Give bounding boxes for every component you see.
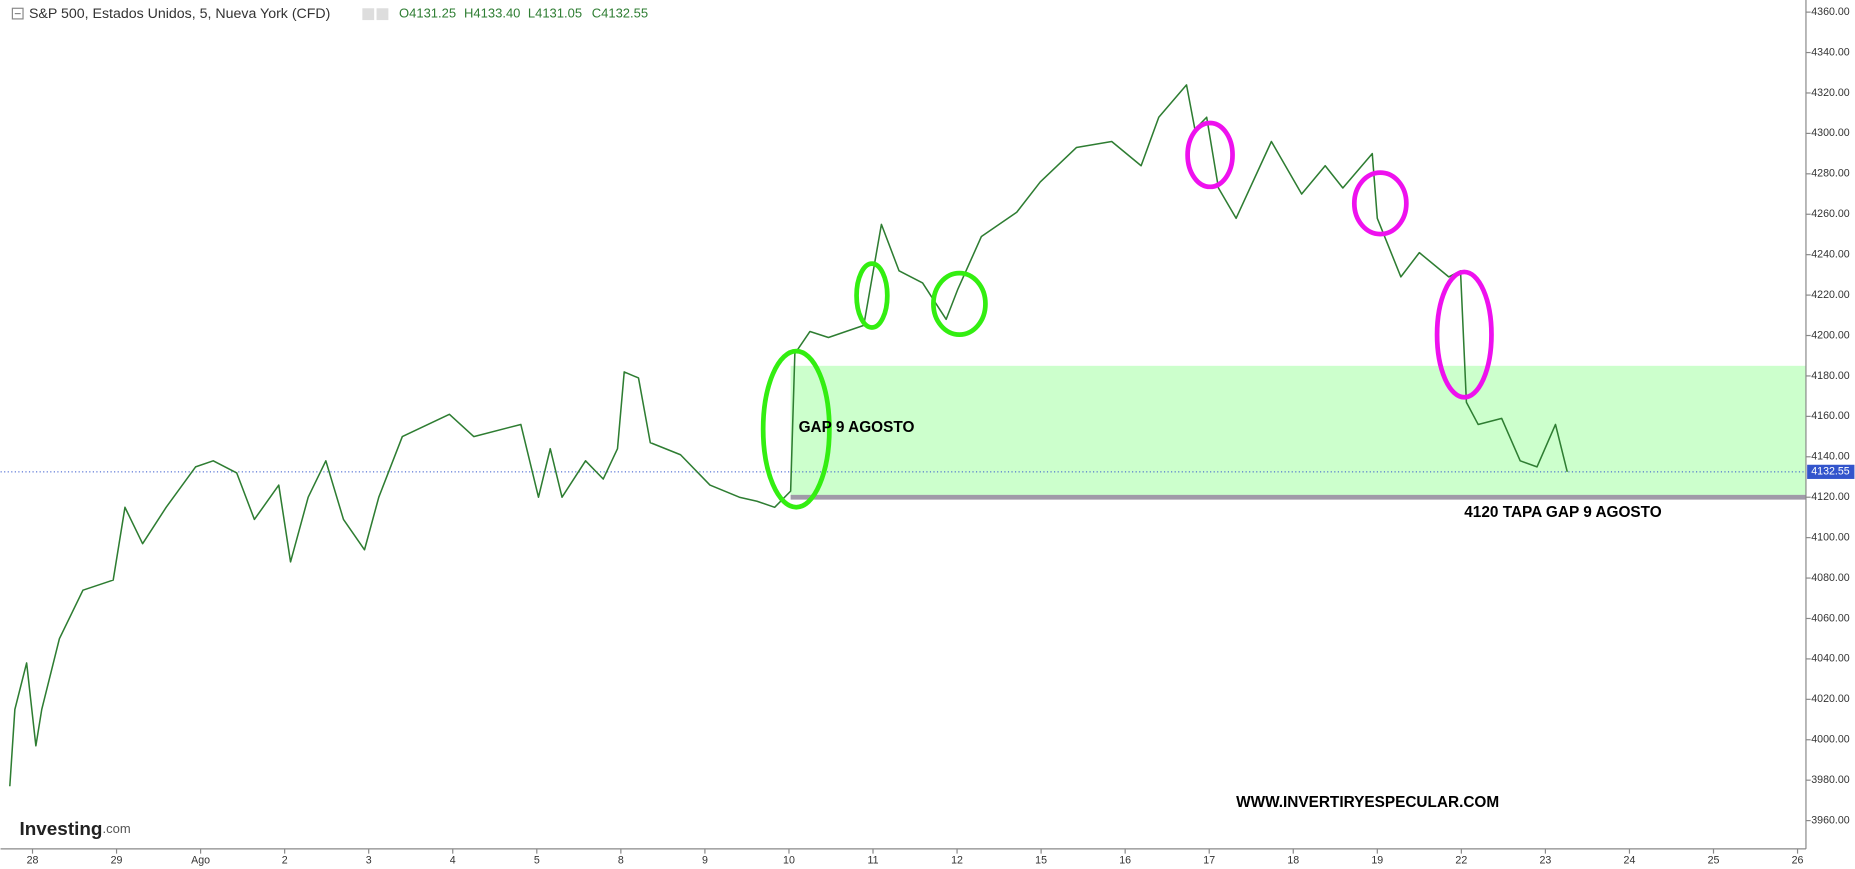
x-tick-label: 9 [702, 855, 708, 867]
gap-zone [790, 365, 1806, 498]
x-tick-label: Ago [191, 855, 210, 867]
x-tick-label: 10 [783, 855, 795, 867]
green-ellipse [854, 261, 890, 330]
x-tick-label: 19 [1371, 855, 1383, 867]
last-price-tag [1807, 464, 1855, 479]
settings-icon[interactable] [376, 8, 389, 21]
green-ellipse [760, 348, 832, 510]
y-tick-label: 4040.00 [1811, 653, 1849, 665]
green-ellipse [931, 270, 988, 337]
axes: 3960.00 3980.00 4000.00 4020.00 4040.00 4060.… [27, 6, 1855, 867]
y-tick-label: 4280.00 [1811, 168, 1849, 180]
y-tick-label: 4100.00 [1811, 531, 1849, 543]
watermark: WWW.INVERTIRYESPECULAR.COM [1236, 794, 1499, 811]
y-tick-label: 4180.00 [1811, 370, 1849, 382]
logo-suffix: .com [102, 821, 130, 836]
y-tick-label: 4260.00 [1811, 208, 1849, 220]
y-tick-label: 4200.00 [1811, 329, 1849, 341]
x-tick-label: 18 [1287, 855, 1299, 867]
magenta-ellipse [1351, 170, 1409, 237]
x-tick-label: 16 [1119, 855, 1131, 867]
x-tick-label: 25 [1708, 855, 1720, 867]
y-tick-label: 3960.00 [1811, 814, 1849, 826]
y-tick-label: 4340.00 [1811, 46, 1849, 58]
collapse-icon[interactable] [11, 7, 24, 20]
annotation: 4120 TAPA GAP 9 AGOSTO [1464, 504, 1662, 521]
y-tick-label: 4120.00 [1811, 491, 1849, 503]
y-tick-label: 3980.00 [1811, 774, 1849, 786]
x-tick-label: 5 [534, 855, 540, 867]
y-tick-label: 4060.00 [1811, 612, 1849, 624]
x-tick-label: 11 [867, 855, 878, 867]
x-tick-label: 8 [618, 855, 624, 867]
x-tick-label: 22 [1455, 855, 1467, 867]
x-tick-label: 2 [282, 855, 288, 867]
y-tick-label: 4360.00 [1811, 6, 1849, 18]
plot-area [0, 84, 1806, 787]
ohlc-open: O4131.25 [399, 6, 456, 21]
annotation-shapes [760, 120, 1494, 510]
x-tick-label: 12 [951, 855, 963, 867]
annotation: GAP 9 AGOSTO [799, 419, 915, 436]
logo: Investing.com [19, 819, 130, 840]
x-tick-label: 29 [111, 855, 123, 867]
price-line [9, 84, 1569, 787]
ohlc-high: H4133.40 [464, 6, 520, 21]
x-tick-label: 24 [1624, 855, 1636, 867]
magenta-ellipse [1434, 269, 1494, 400]
magenta-ellipse [1185, 120, 1235, 190]
x-tick-label: 15 [1035, 855, 1047, 867]
y-tick-label: 4320.00 [1811, 87, 1849, 99]
y-tick-label: 4300.00 [1811, 127, 1849, 139]
x-tick-label: 26 [1792, 855, 1804, 867]
ohlc-low: L4131.05 [528, 6, 582, 21]
chart-title: S&P 500, Estados Unidos, 5, Nueva York (… [29, 6, 330, 22]
y-tick-label: 4140.00 [1811, 451, 1849, 463]
x-tick-label: 4 [450, 855, 456, 867]
last-price-label: 4132.55 [1811, 466, 1849, 478]
x-tick-label: 17 [1203, 855, 1215, 867]
x-tick-label: 23 [1539, 855, 1551, 867]
y-tick-label: 4020.00 [1811, 693, 1849, 705]
x-tick-label: 28 [27, 855, 39, 867]
y-tick-label: 4220.00 [1811, 289, 1849, 301]
logo-name: Investing [19, 819, 102, 840]
y-tick-label: 4160.00 [1811, 410, 1849, 422]
settings-icon[interactable] [362, 8, 375, 21]
ohlc-close: C4132.55 [592, 6, 648, 21]
x-tick-label: 3 [366, 855, 372, 867]
y-tick-label: 4080.00 [1811, 572, 1849, 584]
y-tick-label: 4240.00 [1811, 248, 1849, 260]
y-tick-label: 4000.00 [1811, 734, 1849, 746]
ohlc-readout: O4131.25 H4133.40 L4131.05 C4132.55 [399, 6, 648, 21]
